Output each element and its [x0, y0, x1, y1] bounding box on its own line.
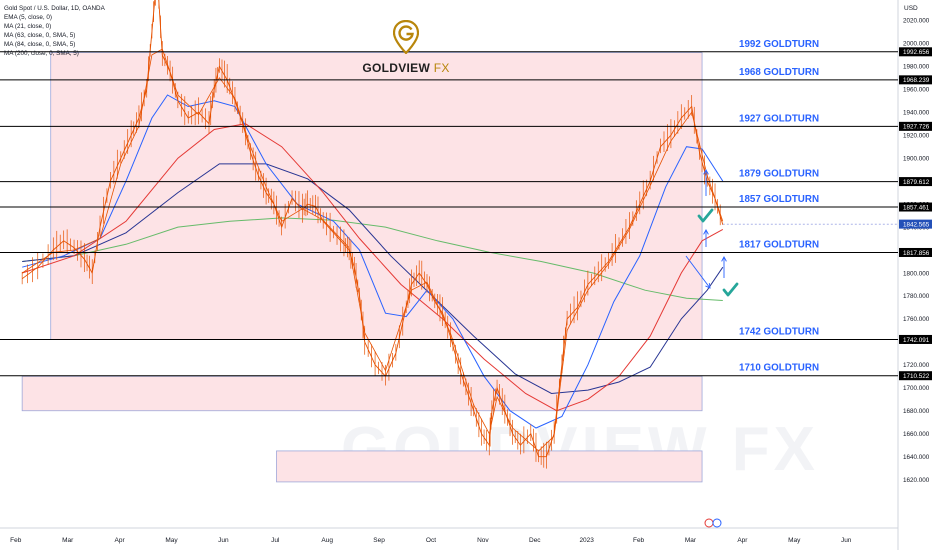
level-price-tag-4: 1857.461: [903, 204, 930, 211]
brand-name: GOLDVIEW FX: [362, 61, 450, 75]
series-line-ma63: [22, 123, 724, 412]
y-tick-label-6: 1920.000: [903, 133, 930, 140]
legend-ma84: MA (84, close, 0, SMA, 5): [4, 41, 76, 48]
level-price-tag-bg-3: [899, 177, 932, 187]
series-line-ma200: [22, 217, 723, 301]
y-tick-label-14: 1760.000: [903, 316, 930, 323]
supply-demand-zone-0: [50, 52, 703, 340]
current-price-tag: 1842.565: [903, 221, 930, 228]
y-tick-label-7: 1900.000: [903, 155, 930, 162]
x-tick-label-10: Dec: [529, 537, 541, 544]
x-tick-label-12: Feb: [633, 537, 645, 544]
x-tick-label-0: Feb: [10, 537, 22, 544]
level-price-tag-6: 1742.091: [903, 337, 930, 344]
level-price-tag-bg-5: [899, 247, 932, 257]
legend-ma200: MA (200, close, 0, SMA, 5): [4, 50, 79, 57]
x-tick-label-5: Jul: [271, 537, 280, 544]
x-tick-label-8: Oct: [426, 537, 436, 544]
level-price-tag-0: 1992.656: [903, 49, 930, 56]
price-candles: [21, 0, 721, 469]
level-price-tag-bg-7: [899, 371, 932, 381]
event-flag-icon: [712, 518, 722, 528]
x-tick-label-6: Aug: [321, 537, 333, 544]
y-tick-label-18: 1680.000: [903, 408, 930, 415]
y-tick-label-5: 1940.000: [903, 110, 930, 117]
y-tick-label-3: 1980.000: [903, 64, 930, 71]
series-line-price: [21, 0, 724, 458]
supply-demand-zone-1: [21, 375, 703, 412]
series-line-ma21: [22, 94, 724, 429]
legend-ma21: MA (21, close, 0): [4, 23, 52, 30]
x-tick-label-11: 2023: [579, 537, 594, 544]
level-label-1: 1968 GOLDTURN: [739, 67, 819, 78]
x-tick-label-1: Mar: [62, 537, 74, 544]
y-tick-label-20: 1640.000: [903, 454, 930, 461]
x-tick-label-13: Mar: [685, 537, 697, 544]
price-axis-unit: USD: [904, 5, 918, 12]
y-tick-label-0: 2040.000: [903, 0, 930, 2]
x-tick-label-7: Sep: [373, 537, 385, 544]
level-price-tag-7: 1710.522: [903, 373, 930, 380]
y-tick-label-21: 1620.000: [903, 477, 930, 484]
y-tick-label-13: 1780.000: [903, 293, 930, 300]
up-arrow-mid-head: [703, 229, 709, 235]
legend-title: Gold Spot / U.S. Dollar, 1D, OANDA: [4, 5, 105, 12]
x-tick-label-15: May: [788, 537, 801, 544]
level-label-0: 1992 GOLDTURN: [739, 39, 819, 50]
down-arrow: [685, 255, 711, 289]
current-price-tag-bg: [899, 219, 932, 229]
level-label-2: 1927 GOLDTURN: [739, 113, 819, 124]
y-tick-label-4: 1960.000: [903, 87, 930, 94]
level-price-tag-3: 1879.612: [903, 179, 930, 186]
down-arrow-head: [705, 282, 711, 289]
goldview-logo: GOLDVIEW FX: [361, 19, 451, 75]
event-flag-icon: [704, 518, 714, 528]
supply-demand-zone-2: [276, 450, 703, 483]
y-tick-label-19: 1660.000: [903, 431, 930, 438]
y-tick-label-17: 1700.000: [903, 385, 930, 392]
level-price-tag-1: 1968.239: [903, 77, 930, 84]
checkmark-icon-upper: [697, 208, 714, 223]
chart-legend: Gold Spot / U.S. Dollar, 1D, OANDA EMA (…: [4, 4, 105, 58]
level-label-4: 1857 GOLDTURN: [739, 194, 819, 205]
level-price-tag-bg-6: [899, 334, 932, 344]
up-arrow-upper-head: [703, 169, 709, 175]
x-tick-label-16: Jun: [841, 537, 852, 544]
location-pin-icon: [392, 19, 420, 55]
y-tick-label-12: 1800.000: [903, 270, 930, 277]
level-price-tag-2: 1927.726: [903, 124, 930, 131]
up-arrow-lower-head: [721, 256, 727, 262]
checkmark-icon-lower: [722, 282, 739, 297]
legend-ma63: MA (63, close, 0, SMA, 5): [4, 32, 76, 39]
y-tick-label-2: 2000.000: [903, 41, 930, 48]
level-label-5: 1817 GOLDTURN: [739, 239, 819, 250]
price-axis-bg: [898, 0, 932, 550]
level-label-6: 1742 GOLDTURN: [739, 326, 819, 337]
x-tick-label-3: May: [165, 537, 178, 544]
level-price-tag-bg-4: [899, 202, 932, 212]
x-tick-label-4: Jun: [218, 537, 229, 544]
x-tick-label-14: Apr: [737, 537, 748, 544]
level-price-tag-bg-2: [899, 121, 932, 131]
x-tick-label-9: Nov: [477, 537, 489, 544]
level-label-3: 1879 GOLDTURN: [739, 169, 819, 180]
y-tick-label-16: 1720.000: [903, 362, 930, 369]
legend-ema5: EMA (5, close, 0): [4, 14, 52, 21]
x-tick-label-2: Apr: [115, 537, 126, 544]
level-price-tag-bg-1: [899, 75, 932, 85]
y-tick-label-1: 2020.000: [903, 18, 930, 25]
level-price-tag-bg-0: [899, 47, 932, 57]
level-price-tag-5: 1817.856: [903, 250, 930, 257]
level-label-7: 1710 GOLDTURN: [739, 363, 819, 374]
